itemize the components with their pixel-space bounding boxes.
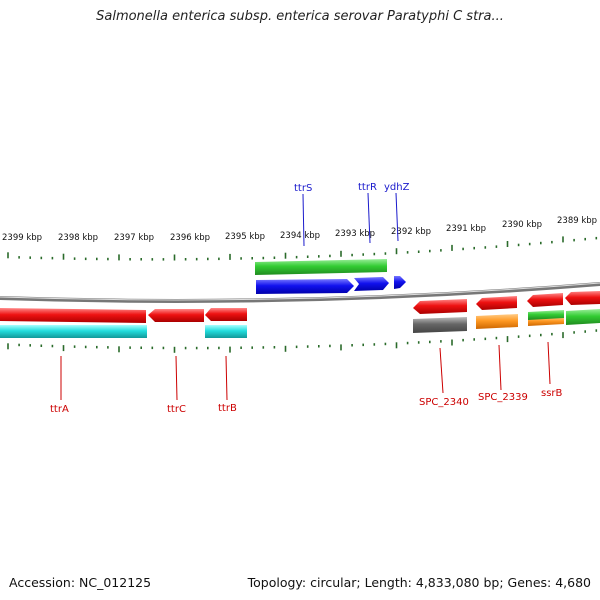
ruler-label: 2390 kbp <box>502 220 542 230</box>
genome-summary: Topology: circular; Length: 4,833,080 bp… <box>247 575 591 590</box>
SPC_2340-leader <box>439 347 444 394</box>
ruler-label: 2398 kbp <box>58 233 98 243</box>
gene-ttrB-cds[interactable] <box>205 325 247 338</box>
gene-SPC_2339-arrow[interactable] <box>476 296 517 310</box>
ttrB-leader <box>225 355 228 401</box>
gene-label-ttrR[interactable]: ttrR <box>358 182 377 193</box>
gene-label-SPC_2339[interactable]: SPC_2339 <box>478 392 528 403</box>
gene-ttrR-arrow-2[interactable] <box>354 277 389 291</box>
gene-label-ttrA[interactable]: ttrA <box>50 404 69 415</box>
gene-ttrR-arrow[interactable] <box>256 279 354 294</box>
gene-ssrB-arrow[interactable] <box>527 293 563 307</box>
ttrC-leader <box>175 355 178 401</box>
gene-label-SPC_2340[interactable]: SPC_2340 <box>419 397 469 408</box>
gene-SPC_2340-arrow[interactable] <box>413 299 467 314</box>
genome-backbone <box>0 282 600 303</box>
gene-right-cds[interactable] <box>566 309 600 325</box>
ttrS-leader <box>302 193 305 247</box>
ssrB-leader <box>547 341 551 385</box>
accession-label: Accession: NC_012125 <box>9 575 152 590</box>
genome-backbone-highlight <box>0 282 600 301</box>
ruler-label: 2392 kbp <box>391 227 431 237</box>
ruler-label: 2396 kbp <box>170 233 210 243</box>
ttrR-leader <box>367 192 371 244</box>
ruler-label: 2397 kbp <box>114 233 154 243</box>
bottom-ruler-ticks <box>7 329 598 353</box>
ruler-label: 2393 kbp <box>335 229 375 239</box>
ruler-label: 2391 kbp <box>446 224 486 234</box>
ruler-label: 2395 kbp <box>225 232 265 242</box>
ruler-label: 2394 kbp <box>280 231 320 241</box>
gene-label-ttrC[interactable]: ttrC <box>167 404 186 415</box>
gene-ttrS-bar[interactable] <box>255 259 387 275</box>
organism-title: Salmonella enterica subsp. enterica sero… <box>96 9 504 24</box>
gene-ttrA-cds[interactable] <box>0 325 147 338</box>
gene-label-ttrB[interactable]: ttrB <box>218 403 237 414</box>
top-ruler-ticks <box>7 236 598 261</box>
gene-label-ydhZ[interactable]: ydhZ <box>384 182 410 193</box>
gene-ssrB-cds-green[interactable] <box>528 310 564 320</box>
gene-ydhZ-arrow[interactable] <box>394 276 406 289</box>
gene-label-ssrB[interactable]: ssrB <box>541 388 563 399</box>
gene-SPC_2340-cds[interactable] <box>413 317 467 333</box>
SPC_2339-leader <box>498 344 502 391</box>
ruler-label: 2389 kbp <box>557 216 597 226</box>
gene-ttrA-arrow[interactable] <box>0 308 146 323</box>
ruler-label: 2399 kbp <box>2 233 42 243</box>
gene-label-ttrS[interactable]: ttrS <box>294 183 312 194</box>
gene-right-arrow[interactable] <box>565 291 600 305</box>
ydhZ-leader <box>395 192 399 242</box>
gene-ttrB-arrow[interactable] <box>205 308 247 321</box>
gene-ttrC-arrow[interactable] <box>148 309 204 322</box>
gene-SPC_2339-cds[interactable] <box>476 314 518 329</box>
